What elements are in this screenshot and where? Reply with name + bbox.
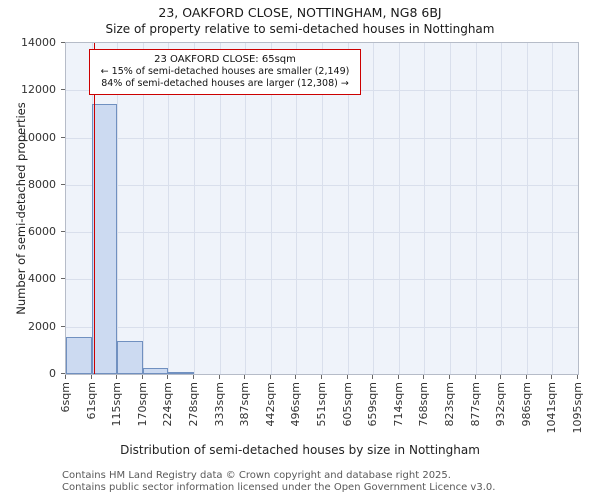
y-tick-mark [61, 136, 65, 138]
gridline-vertical [270, 43, 272, 374]
gridline-vertical [117, 43, 119, 374]
y-axis-tick-labels: 0 2000 4000 6000 8000 10000 12000 14000 [0, 36, 65, 380]
x-tick-mark [577, 375, 578, 379]
x-tick-mark [500, 375, 502, 379]
x-tick-mark [525, 375, 527, 379]
x-tick-label: 442sqm [263, 382, 277, 427]
y-tick-label: 2000 [28, 319, 56, 333]
y-tick-mark [61, 325, 65, 327]
y-tick-label: 12000 [21, 83, 56, 97]
gridline-vertical [552, 43, 554, 374]
license-footer: Contains HM Land Registry data © Crown c… [62, 470, 495, 493]
x-tick-label: 714sqm [391, 382, 405, 427]
y-tick-label: 8000 [28, 177, 56, 191]
histogram-bar [66, 337, 92, 374]
x-tick-label: 6sqm [59, 382, 72, 413]
x-tick-label: 551sqm [315, 382, 328, 427]
annotation-box: 23 OAKFORD CLOSE: 65sqm ← 15% of semi-de… [89, 49, 361, 95]
annotation-larger-text: 84% of semi-detached houses are larger (… [101, 78, 349, 89]
x-tick-mark [90, 375, 92, 379]
x-tick-mark [423, 375, 425, 379]
subject-marker-line [93, 43, 95, 374]
x-axis-label: Distribution of semi-detached houses by … [120, 443, 480, 457]
gridline-vertical [373, 43, 375, 374]
y-tick-mark [61, 183, 65, 185]
x-tick-mark [269, 375, 271, 379]
x-tick-label: 387sqm [238, 382, 252, 427]
footer-line-1: Contains HM Land Registry data © Crown c… [62, 470, 451, 481]
x-tick-mark [193, 375, 194, 379]
chart-subtitle: Size of property relative to semi-detach… [105, 22, 495, 36]
x-tick-mark [397, 375, 399, 379]
x-tick-label: 61sqm [84, 382, 98, 420]
x-tick-label: 1041sqm [545, 382, 559, 434]
gridline-vertical [296, 43, 298, 374]
x-tick-mark [551, 375, 553, 379]
x-tick-label: 224sqm [161, 382, 175, 427]
y-tick-mark [61, 42, 65, 43]
x-tick-mark [346, 375, 348, 379]
x-axis-tick-labels: 6sqm 61sqm 115sqm 170sqm 224sqm 278sqm 333sqm 3… [59, 375, 584, 441]
histogram-bar [117, 340, 143, 374]
gridline-vertical [245, 43, 247, 374]
x-tick-mark [474, 375, 476, 379]
x-tick-label: 278sqm [187, 382, 200, 427]
x-tick-label: 605sqm [340, 382, 354, 427]
histogram-bar [168, 372, 194, 374]
gridline-vertical [322, 43, 323, 374]
y-tick-mark [61, 373, 65, 374]
x-tick-mark [295, 375, 297, 379]
x-tick-mark [244, 375, 246, 379]
x-tick-mark [372, 375, 374, 379]
y-tick-label: 10000 [21, 130, 56, 144]
gridline-vertical [450, 43, 451, 374]
gridline-vertical [424, 43, 426, 374]
x-tick-label: 877sqm [468, 382, 482, 427]
footer-line-2: Contains public sector information licen… [62, 481, 496, 493]
x-tick-label: 768sqm [417, 382, 431, 427]
x-tick-label: 333sqm [212, 382, 226, 427]
gridline-vertical [475, 43, 477, 374]
y-tick-mark [61, 278, 65, 280]
x-tick-label: 823sqm [443, 382, 456, 427]
gridline-vertical [347, 43, 349, 374]
gridline-vertical [526, 43, 528, 374]
histogram-bar [142, 368, 169, 374]
x-tick-label: 496sqm [289, 382, 303, 427]
x-tick-mark [167, 375, 169, 379]
y-tick-label: 6000 [28, 225, 56, 239]
x-tick-label: 659sqm [366, 382, 380, 427]
x-tick-mark [65, 375, 66, 379]
y-tick-label: 4000 [28, 272, 56, 286]
gridline-vertical [168, 43, 170, 374]
x-tick-label: 170sqm [135, 382, 149, 427]
x-tick-label: 932sqm [494, 382, 508, 427]
x-tick-mark [141, 375, 143, 379]
x-tick-label: 986sqm [519, 382, 533, 427]
y-tick-label: 14000 [21, 36, 56, 49]
x-tick-mark [321, 375, 322, 379]
x-tick-mark [218, 375, 220, 379]
x-tick-mark [116, 375, 118, 379]
annotation-title: 23 OAKFORD CLOSE: 65sqm [154, 54, 296, 65]
annotation-smaller-text: ← 15% of semi-detached houses are smalle… [100, 66, 350, 77]
chart-title: 23, OAKFORD CLOSE, NOTTINGHAM, NG8 6BJ [158, 5, 442, 20]
x-tick-label: 115sqm [110, 382, 124, 427]
x-tick-mark [449, 375, 450, 379]
gridline-vertical [142, 43, 144, 374]
gridline-vertical [501, 43, 503, 374]
gridline-vertical [219, 43, 221, 374]
y-tick-mark [61, 89, 65, 91]
histogram-bar [91, 104, 118, 374]
x-tick-label: 1095sqm [571, 382, 584, 434]
y-tick-mark [61, 231, 65, 233]
plot-area: 23 OAKFORD CLOSE: 65sqm ← 15% of semi-de… [65, 42, 579, 375]
y-tick-label: 0 [49, 367, 56, 380]
gridline-vertical [398, 43, 400, 374]
gridline-vertical [194, 43, 195, 374]
